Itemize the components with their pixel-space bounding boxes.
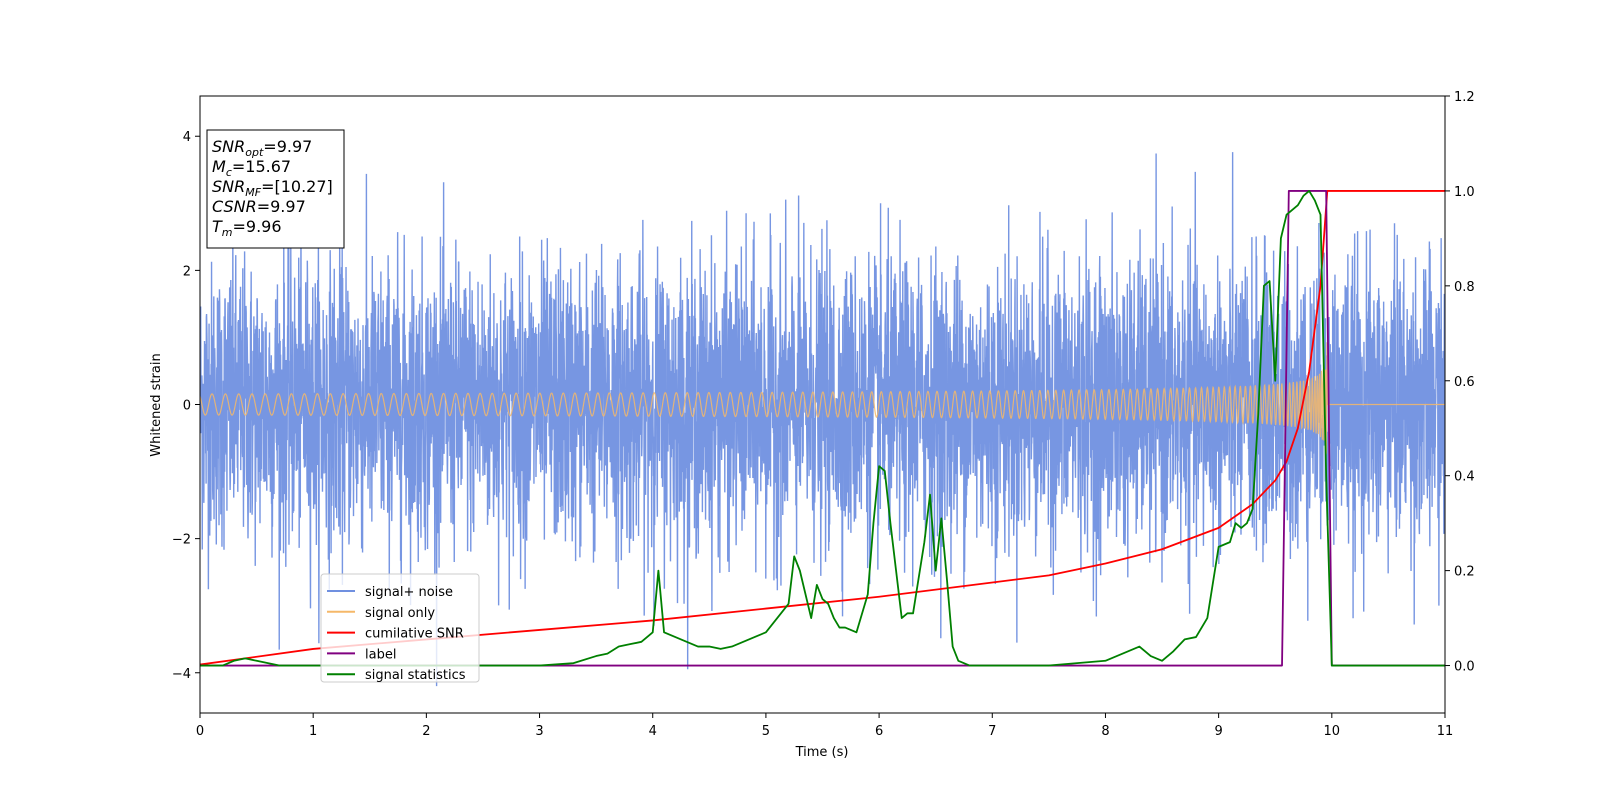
left-y-tick-label: 4 [183,130,191,145]
left-y-tick-label: −2 [172,533,191,548]
series-cumulative-snr [200,190,1445,666]
x-tick-label: 1 [309,724,317,739]
legend: signal+ noise signal only cumilative SNR la… [320,573,480,683]
stats-annotation-box: SNRopt=9.97Mc=15.67SNRMF=[10.27]CSNR=9.9… [206,129,345,249]
left-y-tick-label: 2 [183,264,191,279]
series-signal-statistics [200,190,1445,667]
x-tick-label: 9 [1214,724,1222,739]
right-y-tick-label: 0.6 [1454,375,1475,390]
x-tick-label: 6 [875,724,883,739]
annotation-line: SNRMF=[10.27] [212,177,333,199]
x-tick-label: 7 [988,724,996,739]
legend-label: signal statistics [365,668,466,683]
right-y-tick-label: 0.8 [1454,280,1475,295]
x-tick-label: 2 [422,724,430,739]
x-tick-label: 8 [1101,724,1109,739]
right-y-tick-label: 0.4 [1454,470,1475,485]
annotation-line: CSNR=9.97 [212,197,306,216]
x-tick-label: 0 [196,724,204,739]
annotation-line: Tm=9.96 [212,217,282,239]
annotation-frame [206,129,345,249]
legend-label: cumilative SNR [365,627,464,642]
legend-label: label [365,647,396,662]
x-axis-label: Time (s) [795,745,849,760]
legend-label: signal only [365,606,435,621]
annotation-line: SNRopt=9.97 [212,137,312,159]
annotation-line: Mc=15.67 [212,157,291,179]
legend-label: signal+ noise [365,585,453,600]
x-axis-ticks: 0 1 2 3 4 5 6 7 8 9 10 11 [196,713,1453,739]
right-y-tick-label: 1.0 [1454,185,1475,200]
right-y-tick-label: 0.2 [1454,565,1475,580]
x-tick-label: 10 [1324,724,1341,739]
right-y-tick-label: 1.2 [1454,90,1475,105]
left-y-axis-ticks: 4 2 0 −2 −4 [172,130,200,682]
right-y-tick-label: 0.0 [1454,660,1475,675]
x-tick-label: 5 [762,724,770,739]
plot-data-area [200,152,1445,687]
left-y-tick-label: 0 [183,399,191,414]
right-y-axis-ticks: 1.2 1.0 0.8 0.6 0.4 0.2 0.0 [1445,90,1475,675]
x-tick-label: 11 [1437,724,1454,739]
series-signal-only [200,342,1445,454]
x-tick-label: 3 [535,724,543,739]
y-axis-label: Whitened strain [149,353,164,456]
legend-frame [320,573,480,683]
left-y-tick-label: −4 [172,667,191,682]
x-tick-label: 4 [649,724,657,739]
